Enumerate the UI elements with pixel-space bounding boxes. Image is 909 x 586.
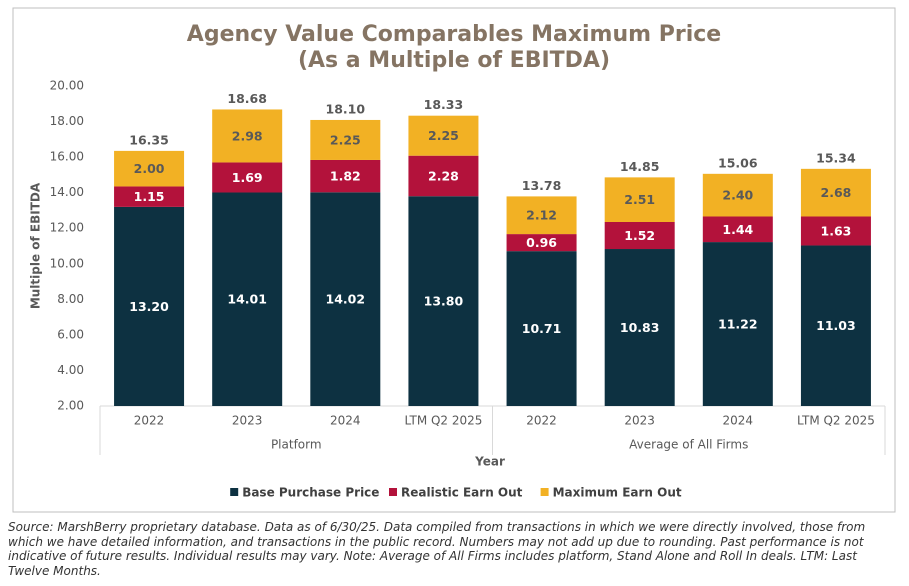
- legend-swatch: [230, 488, 239, 496]
- bar-segment: [310, 159, 381, 193]
- bar-segment: [604, 177, 675, 222]
- x-tick-label: 2023: [624, 414, 655, 428]
- y-tick-label: 8.00: [57, 292, 84, 306]
- y-tick-label: 6.00: [57, 327, 84, 341]
- bar-segment: [212, 162, 283, 193]
- data-label: 13.80: [424, 294, 464, 309]
- chart: Agency Value Comparables Maximum Price (…: [12, 7, 896, 513]
- x-tick-label: 2022: [134, 414, 165, 428]
- x-tick-label: 2024: [723, 414, 754, 428]
- chart-frame: [12, 7, 896, 513]
- data-label: 10.71: [522, 321, 562, 336]
- bar-segment: [408, 155, 479, 197]
- y-tick-label: 14.00: [50, 185, 84, 199]
- bar-segment: [408, 196, 479, 406]
- bar-segment: [506, 234, 577, 252]
- data-label: 1.63: [821, 223, 852, 238]
- bar-segment: [506, 196, 577, 235]
- x-tick-label: 2024: [330, 414, 361, 428]
- data-label: 1.69: [232, 170, 263, 185]
- y-axis-title: Multiple of EBITDA: [29, 182, 43, 309]
- data-label: 11.03: [816, 318, 856, 333]
- y-tick-label: 4.00: [57, 363, 84, 377]
- bar-segment: [114, 150, 185, 187]
- bar-segment: [310, 192, 381, 406]
- bar-segment: [506, 251, 577, 406]
- data-label: 1.15: [134, 189, 165, 204]
- total-label: 14.85: [620, 159, 660, 174]
- total-label: 18.10: [326, 101, 366, 116]
- bar-segment: [212, 109, 283, 163]
- x-tick-label: LTM Q2 2025: [404, 414, 482, 428]
- chart-title: Agency Value Comparables Maximum Price: [187, 22, 721, 47]
- data-label: 10.83: [620, 320, 660, 335]
- data-label: 1.82: [330, 169, 361, 184]
- bar-segment: [114, 206, 185, 406]
- data-label: 0.96: [526, 235, 557, 250]
- bar-segment: [604, 249, 675, 406]
- total-label: 18.33: [424, 97, 464, 112]
- bar-segment: [114, 186, 185, 207]
- group-label: Average of All Firms: [629, 438, 748, 452]
- total-label: 15.34: [816, 150, 856, 165]
- data-label: 2.28: [428, 168, 459, 183]
- bar-segment: [800, 216, 871, 246]
- data-label: 2.98: [232, 128, 263, 143]
- total-label: 13.78: [522, 178, 562, 193]
- x-tick-label: 2022: [526, 414, 557, 428]
- data-label: 11.22: [718, 317, 758, 332]
- data-label: 1.44: [722, 222, 753, 237]
- group-label: Platform: [271, 438, 322, 452]
- data-label: 2.25: [428, 128, 459, 143]
- bar-segment: [702, 242, 773, 406]
- x-tick-label: LTM Q2 2025: [797, 414, 875, 428]
- y-tick-label: 16.00: [50, 150, 84, 164]
- legend-label: Realistic Earn Out: [401, 486, 523, 500]
- legend-label: Maximum Earn Out: [553, 486, 682, 500]
- x-tick-label: 2023: [232, 414, 263, 428]
- bar-segment: [408, 115, 479, 156]
- data-label: 2.51: [624, 192, 655, 207]
- total-label: 16.35: [129, 132, 169, 147]
- legend-swatch: [540, 488, 549, 496]
- y-tick-label: 18.00: [50, 114, 84, 128]
- data-label: 2.25: [330, 132, 361, 147]
- y-tick-label: 10.00: [50, 256, 84, 270]
- data-label: 2.40: [722, 188, 753, 203]
- bar-segment: [800, 245, 871, 406]
- data-label: 2.00: [134, 161, 165, 176]
- data-label: 14.01: [227, 292, 267, 307]
- data-label: 2.12: [526, 208, 557, 223]
- bar-segment: [310, 119, 381, 160]
- y-tick-label: 12.00: [50, 221, 84, 235]
- total-label: 15.06: [718, 155, 758, 170]
- source-note: Source: MarshBerry proprietary database.…: [8, 520, 866, 578]
- data-label: 1.52: [624, 228, 655, 243]
- data-label: 2.68: [821, 185, 852, 200]
- legend-label: Base Purchase Price: [242, 486, 379, 500]
- data-label: 14.02: [326, 292, 366, 307]
- bar-segment: [212, 192, 283, 406]
- total-label: 18.68: [227, 91, 267, 106]
- chart-subtitle: (As a Multiple of EBITDA): [298, 48, 610, 73]
- bar-segment: [702, 173, 773, 217]
- legend-swatch: [389, 488, 397, 496]
- data-label: 13.20: [129, 299, 169, 314]
- y-tick-label: 2.00: [57, 399, 84, 413]
- y-tick-label: 20.00: [50, 79, 84, 93]
- bar-segment: [604, 222, 675, 250]
- bar-segment: [702, 216, 773, 243]
- x-axis-title: Year: [474, 455, 505, 469]
- bar-segment: [800, 168, 871, 217]
